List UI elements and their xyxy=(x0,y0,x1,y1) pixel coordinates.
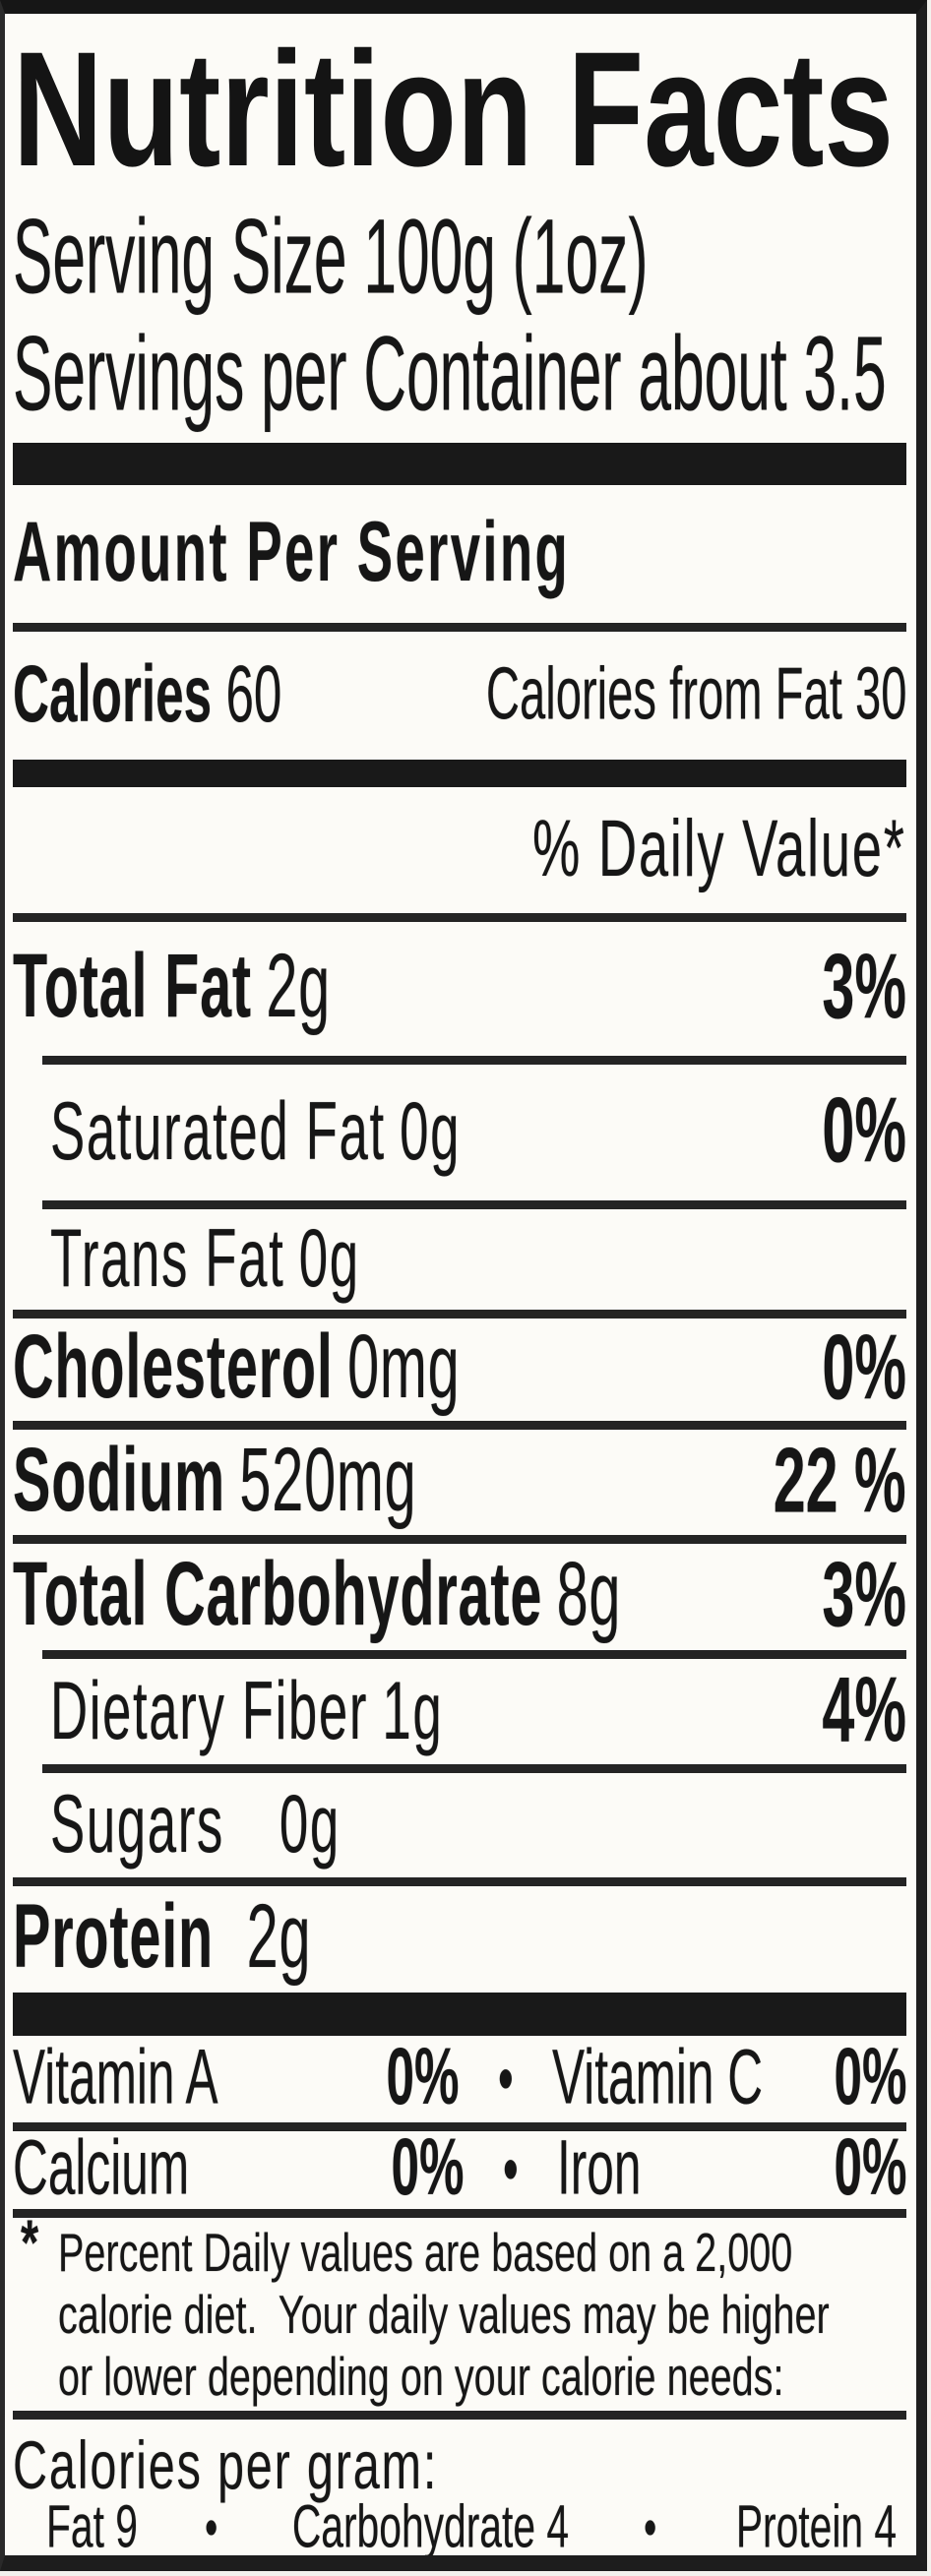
bullet-icon: • xyxy=(644,2496,657,2558)
footnote-line: Percent Daily values are based on a 2,00… xyxy=(58,2222,793,2284)
divider xyxy=(13,1535,906,1544)
divider xyxy=(13,623,906,632)
calories-label: Calories xyxy=(13,648,213,739)
bullet-icon: • xyxy=(497,2038,514,2117)
protein-row: Protein 2g xyxy=(13,1886,906,1993)
sodium-name: Sodium 520mg xyxy=(13,1430,417,1530)
cholesterol-dv: 0% xyxy=(822,1315,906,1419)
footnote-line: calorie diet. Your daily values may be h… xyxy=(58,2284,830,2346)
divider xyxy=(13,1421,906,1430)
calcium-iron-row: Calcium 0% • Iron 0% xyxy=(13,2124,906,2212)
vitamin-a-name: Vitamin A xyxy=(13,2034,218,2120)
cholesterol-row: Cholesterol 0mg 0% xyxy=(13,1319,906,1421)
vitamin-a-value: 0% xyxy=(386,2030,460,2121)
dietary-fiber-row: Dietary Fiber 1g 4% xyxy=(13,1659,906,1764)
divider xyxy=(13,1877,906,1886)
cholesterol-name: Cholesterol 0mg xyxy=(13,1317,461,1418)
section-bar-top xyxy=(13,443,906,485)
sugars-name: Sugars 0g xyxy=(50,1776,341,1870)
footnote-asterisk: * xyxy=(21,2208,39,2280)
vitamin-c-name: Vitamin C xyxy=(551,2034,763,2120)
iron-name: Iron xyxy=(557,2124,642,2212)
label-content: Nutrition Facts Serving Size 100g (1oz) … xyxy=(5,14,916,2555)
page-title: Nutrition Facts xyxy=(13,28,894,197)
dietary-fiber-name: Dietary Fiber 1g xyxy=(50,1663,444,1756)
divider xyxy=(13,2411,906,2420)
calories-value-group: Calories 60 xyxy=(13,653,281,733)
saturated-fat-name: Saturated Fat 0g xyxy=(50,1083,462,1177)
sodium-dv: 22 % xyxy=(774,1427,906,1532)
divider xyxy=(13,2122,906,2131)
trans-fat-amount: 0g xyxy=(298,1210,360,1304)
amount-per-serving-row: Amount Per Serving xyxy=(13,485,906,623)
trans-fat-name: Trans Fat 0g xyxy=(50,1210,360,1304)
total-fat-name: Total Fat 2g xyxy=(13,936,331,1037)
sugars-row: Sugars 0g xyxy=(13,1773,906,1877)
bullet-icon: • xyxy=(502,2128,519,2208)
total-carbohydrate-dv: 3% xyxy=(822,1542,906,1646)
divider-indented xyxy=(42,1056,906,1065)
section-bar-vitamins xyxy=(13,1993,906,2036)
total-fat-row: Total Fat 2g 3% xyxy=(13,922,906,1056)
vitamin-row: Vitamin A 0% • Vitamin C 0% xyxy=(13,2036,906,2122)
cholesterol-amount: 0mg xyxy=(347,1317,461,1418)
calcium-name: Calcium xyxy=(13,2124,190,2212)
total-carbohydrate-amount: 8g xyxy=(556,1544,622,1645)
dietary-fiber-amount: 1g xyxy=(382,1663,444,1756)
total-fat-dv: 3% xyxy=(822,934,906,1038)
calcium-value: 0% xyxy=(391,2121,464,2212)
divider-indented xyxy=(42,1650,906,1659)
divider xyxy=(13,2209,906,2218)
saturated-fat-dv: 0% xyxy=(822,1077,906,1182)
cpg-fat: Fat 9 xyxy=(46,2493,138,2560)
total-fat-amount: 2g xyxy=(266,936,331,1037)
divider-indented xyxy=(42,1200,906,1209)
title-graphic: Nutrition Facts xyxy=(13,19,894,201)
protein-amount: 2g xyxy=(246,1886,312,1988)
footnote-line: or lower depending on your calorie needs… xyxy=(58,2346,784,2408)
total-carbohydrate-name: Total Carbohydrate 8g xyxy=(13,1544,622,1645)
amount-per-serving-text: Amount Per Serving xyxy=(13,504,571,600)
divider xyxy=(13,1310,906,1319)
serving-size-text: Serving Size 100g (1oz) xyxy=(13,197,649,316)
title-row: Nutrition Facts xyxy=(13,14,906,201)
saturated-fat-amount: 0g xyxy=(400,1083,462,1177)
trans-fat-row: Trans Fat 0g xyxy=(13,1209,906,1310)
sugars-amount: 0g xyxy=(279,1776,341,1870)
divider-indented xyxy=(42,1764,906,1773)
cpg-carbohydrate: Carbohydrate 4 xyxy=(291,2493,570,2560)
total-carbohydrate-row: Total Carbohydrate 8g 3% xyxy=(13,1544,906,1650)
daily-value-header-text: % Daily Value* xyxy=(532,803,906,893)
divider xyxy=(13,913,906,922)
serving-size-row: Serving Size 100g (1oz) xyxy=(13,201,906,317)
section-bar-calories xyxy=(13,760,906,787)
calories-value: 60 xyxy=(225,648,282,739)
calories-per-gram-values-row: Fat 9 • Carbohydrate 4 • Protein 4 xyxy=(13,2497,906,2555)
bullet-icon: • xyxy=(204,2496,217,2558)
sodium-amount: 520mg xyxy=(239,1430,417,1530)
calories-per-gram-heading-row: Calories per gram: xyxy=(13,2420,906,2508)
servings-per-container-row: Servings per Container about 3.5 xyxy=(13,317,906,435)
footnote: * Percent Daily values are based on a 2,… xyxy=(13,2212,906,2411)
protein-name: Protein 2g xyxy=(13,1886,312,1988)
vitamin-c-value: 0% xyxy=(834,2030,906,2121)
saturated-fat-row: Saturated Fat 0g 0% xyxy=(13,1065,906,1200)
calories-from-fat-text: Calories from Fat 30 xyxy=(485,651,906,735)
calories-row: Calories 60 Calories from Fat 30 xyxy=(13,632,906,760)
servings-per-container-text: Servings per Container about 3.5 xyxy=(13,314,887,433)
iron-value: 0% xyxy=(834,2121,906,2212)
sodium-row: Sodium 520mg 22 % xyxy=(13,1430,906,1535)
daily-value-header-row: % Daily Value* xyxy=(13,787,906,913)
cpg-protein: Protein 4 xyxy=(735,2493,897,2560)
dietary-fiber-dv: 4% xyxy=(822,1656,906,1761)
calories-per-gram-heading: Calories per gram: xyxy=(13,2428,439,2504)
